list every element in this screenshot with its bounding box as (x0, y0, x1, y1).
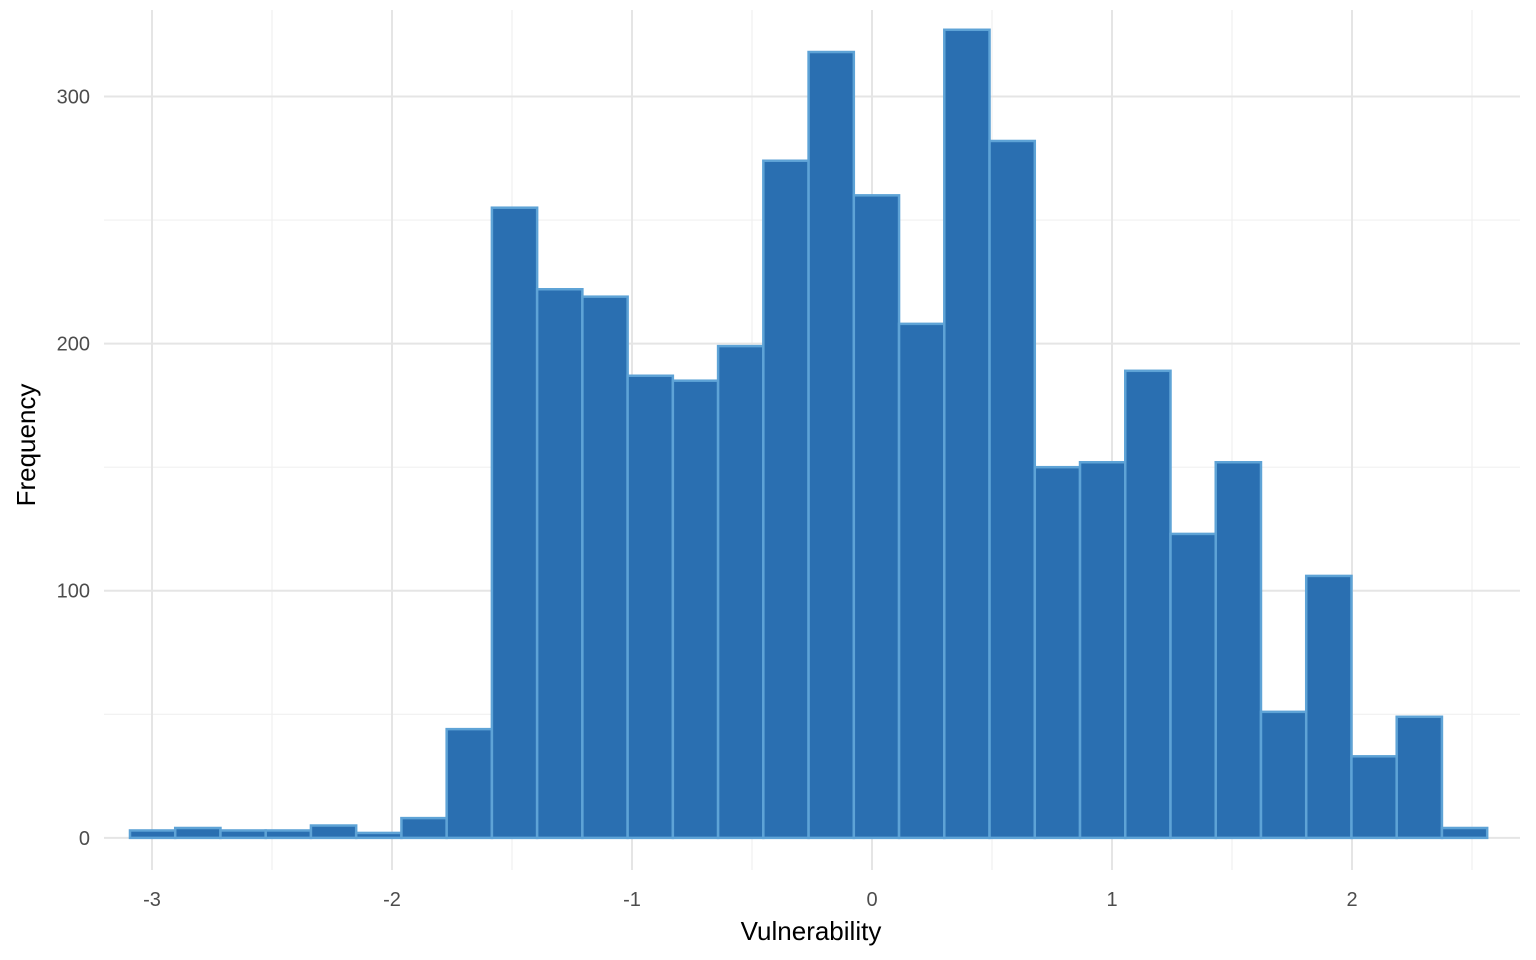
histogram-bar (581, 295, 629, 840)
histogram-bar (1350, 755, 1398, 840)
histogram-bar (1124, 369, 1172, 840)
y-tick-label: 200 (57, 334, 90, 356)
x-tick-label: -3 (143, 889, 161, 911)
y-tick-label: 300 (57, 86, 90, 108)
histogram-bar (1440, 826, 1489, 840)
x-tick-label: -2 (383, 889, 401, 911)
histogram-bar (988, 139, 1037, 840)
histogram-bar (1078, 460, 1127, 840)
histogram-bar (535, 288, 584, 840)
histogram-bar (1259, 710, 1308, 840)
x-tick-label: -1 (623, 889, 641, 911)
histogram-bars (128, 28, 1489, 840)
histogram-bar (128, 829, 177, 840)
histogram-bar (1304, 574, 1353, 840)
x-axis-title: Vulnerability (741, 916, 882, 946)
histogram-bar (897, 322, 946, 840)
y-axis-title: Frequency (11, 384, 41, 507)
histogram-bar (626, 374, 675, 840)
histogram-bar (309, 824, 358, 840)
histogram-bar (716, 344, 765, 840)
histogram-bar (445, 727, 494, 840)
histogram-bar (1214, 460, 1263, 840)
histogram-bar (400, 816, 448, 840)
x-tick-label: 1 (1106, 889, 1117, 911)
histogram-bar (490, 206, 539, 840)
histogram-bar (807, 50, 856, 840)
histogram-bar (354, 831, 403, 840)
histogram-bar (943, 28, 991, 840)
histogram-bar (671, 379, 720, 840)
histogram-bar (762, 159, 810, 840)
histogram-bar (1169, 532, 1217, 840)
histogram-bar (852, 194, 901, 840)
x-tick-label: 0 (866, 889, 877, 911)
y-tick-label: 0 (79, 828, 90, 850)
histogram-bar (264, 829, 313, 840)
x-tick-label: 2 (1346, 889, 1357, 911)
histogram-bar (173, 826, 222, 840)
histogram-bar (219, 829, 267, 840)
histogram-bar (1033, 465, 1082, 840)
y-tick-label: 100 (57, 581, 90, 603)
y-axis-ticks: 0 100 200 300 (57, 86, 90, 849)
x-axis-ticks: -3 -2 -1 0 1 2 (143, 889, 1357, 911)
histogram-bar (1395, 715, 1444, 840)
